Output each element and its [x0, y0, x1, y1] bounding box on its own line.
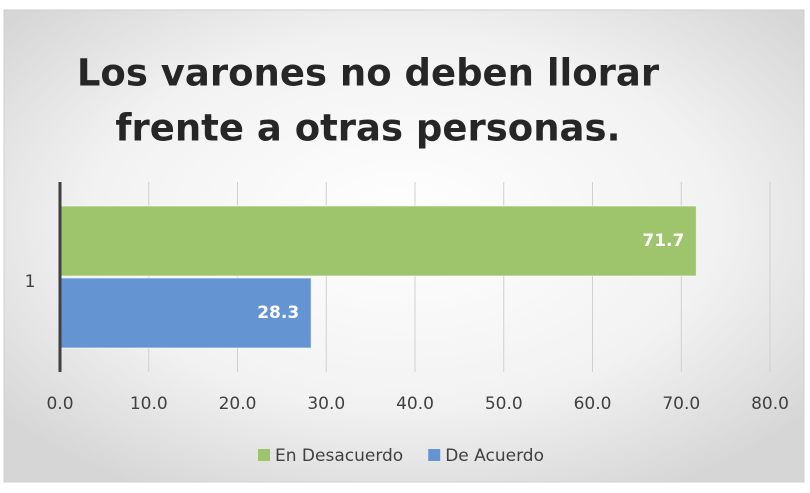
legend-swatch [258, 449, 270, 461]
x-tick-label: 60.0 [574, 394, 612, 414]
data-label: 28.3 [257, 303, 299, 323]
x-tick-label: 0.0 [46, 394, 73, 414]
x-tick-label: 70.0 [662, 394, 700, 414]
x-tick-label: 30.0 [307, 394, 345, 414]
bar [59, 277, 312, 349]
x-tick-label: 40.0 [396, 394, 434, 414]
x-tick-label: 50.0 [485, 394, 523, 414]
legend-swatch [428, 449, 441, 461]
x-tick-label: 20.0 [219, 394, 257, 414]
data-label: 71.7 [642, 231, 684, 251]
x-tick-label: 10.0 [130, 394, 168, 414]
x-tick-label: 80.0 [751, 394, 789, 414]
chart-title: frente a otras personas. [115, 107, 620, 150]
legend-label: De Acuerdo [445, 446, 544, 466]
y-tick-label: 1 [25, 272, 36, 292]
chart-title: Los varones no deben llorar [77, 52, 660, 95]
legend-label: En Desacuerdo [275, 446, 403, 466]
bar [59, 205, 697, 277]
